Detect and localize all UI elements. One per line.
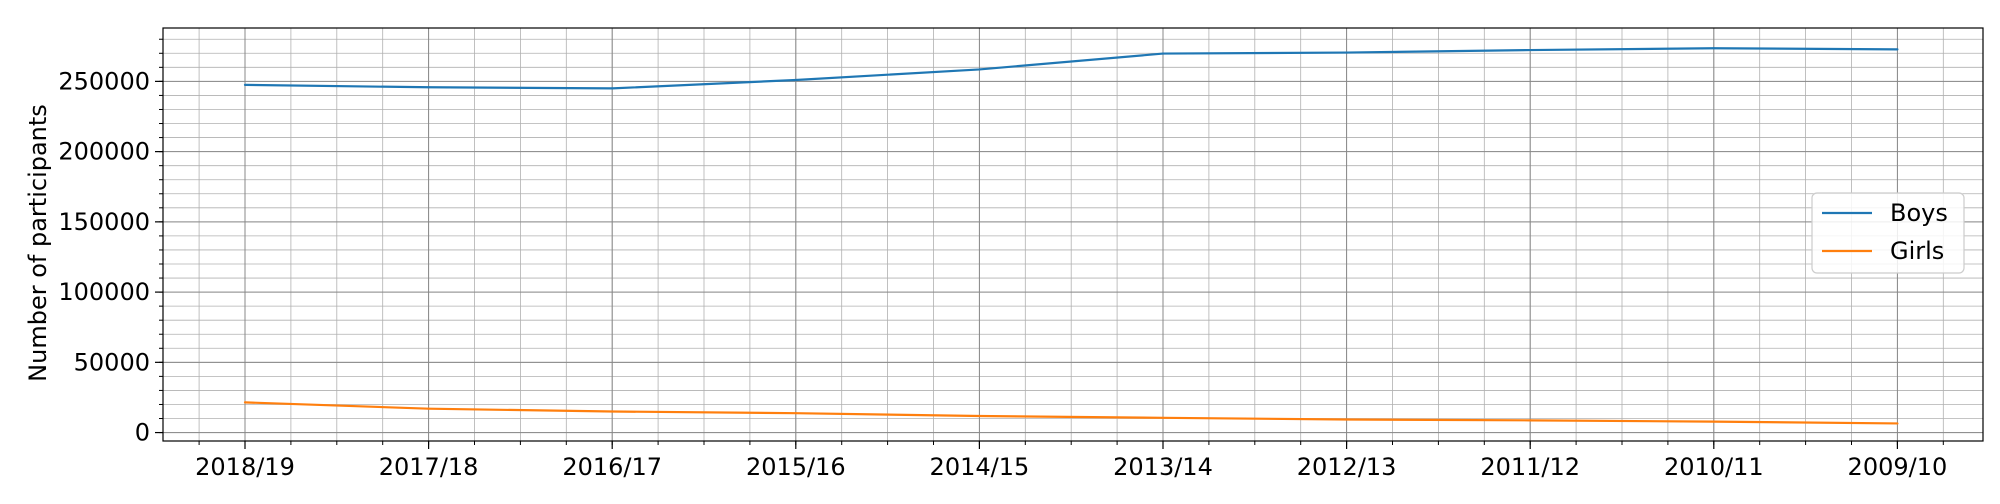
series-line-girls: [244, 401, 1898, 425]
data-point-girls: [1345, 418, 1348, 421]
data-point-girls: [611, 410, 614, 413]
series-lines: [243, 47, 1899, 425]
x-tick-label: 2013/14: [1113, 453, 1213, 481]
data-point-boys: [611, 87, 614, 90]
data-point-boys: [1161, 52, 1165, 55]
x-tick-label: 2011/12: [1480, 453, 1580, 481]
x-tick-label: 2016/17: [562, 453, 662, 481]
y-tick-label: 250000: [58, 67, 150, 95]
data-point-boys: [794, 78, 797, 82]
data-point-boys: [1896, 48, 1899, 51]
data-point-boys: [427, 86, 430, 89]
data-point-girls: [794, 412, 797, 415]
x-tick-label: 2014/15: [930, 453, 1030, 481]
x-tick-label: 2012/13: [1297, 453, 1397, 481]
x-tick-label: 2010/11: [1664, 453, 1764, 481]
data-point-girls: [243, 401, 247, 404]
data-point-girls: [1161, 416, 1165, 419]
data-point-boys: [1712, 47, 1715, 50]
data-point-boys: [1529, 48, 1532, 52]
axis-ticks: 2018/19 2017/18 2016/17 2015/16 2014/15 2013/…: [58, 38, 1948, 481]
legend-label-boys: Boys: [1890, 199, 1948, 227]
y-tick-label: 200000: [58, 138, 150, 166]
y-tick-label: 0: [135, 419, 150, 447]
series-line-boys: [244, 47, 1898, 90]
grid: [163, 28, 1983, 441]
x-tick-label: 2015/16: [746, 453, 846, 481]
y-tick-label: 50000: [74, 348, 150, 376]
y-tick-label: 150000: [58, 208, 150, 236]
y-axis-label: Number of participants: [24, 104, 52, 382]
data-point-girls: [1712, 420, 1715, 423]
data-point-girls: [978, 414, 981, 418]
legend: Boys Girls: [1811, 192, 1965, 274]
plot-frame: [162, 27, 1984, 442]
data-point-girls: [427, 407, 430, 410]
legend-label-girls: Girls: [1890, 237, 1944, 265]
data-point-girls: [1529, 419, 1532, 422]
y-tick-label: 100000: [58, 278, 150, 306]
x-tick-label: 2018/19: [195, 453, 295, 481]
data-point-girls: [1896, 422, 1899, 425]
x-tick-label: 2017/18: [379, 453, 479, 481]
data-point-boys: [978, 68, 981, 71]
data-point-boys: [243, 83, 247, 86]
x-tick-label: 2009/10: [1848, 453, 1948, 481]
data-point-boys: [1345, 51, 1348, 54]
